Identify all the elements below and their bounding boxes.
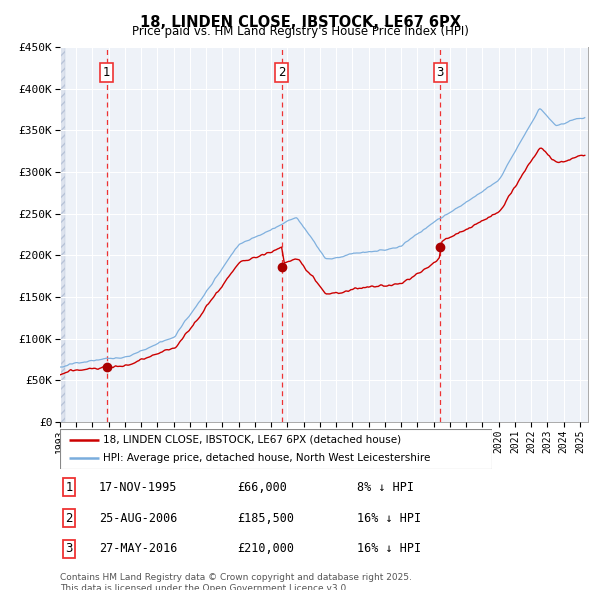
Text: 1: 1 — [65, 481, 73, 494]
Text: HPI: Average price, detached house, North West Leicestershire: HPI: Average price, detached house, Nort… — [103, 453, 431, 463]
Text: £185,500: £185,500 — [237, 512, 294, 525]
Text: 8% ↓ HPI: 8% ↓ HPI — [357, 481, 414, 494]
Text: 18, LINDEN CLOSE, IBSTOCK, LE67 6PX: 18, LINDEN CLOSE, IBSTOCK, LE67 6PX — [139, 15, 461, 30]
Text: 3: 3 — [65, 542, 73, 555]
Text: 2: 2 — [278, 65, 286, 78]
Text: Contains HM Land Registry data © Crown copyright and database right 2025.
This d: Contains HM Land Registry data © Crown c… — [60, 573, 412, 590]
Text: 16% ↓ HPI: 16% ↓ HPI — [357, 512, 421, 525]
Bar — [60, 47, 65, 422]
Text: £66,000: £66,000 — [237, 481, 287, 494]
Text: 2: 2 — [65, 512, 73, 525]
Text: Price paid vs. HM Land Registry's House Price Index (HPI): Price paid vs. HM Land Registry's House … — [131, 25, 469, 38]
Text: 17-NOV-1995: 17-NOV-1995 — [99, 481, 178, 494]
Text: 27-MAY-2016: 27-MAY-2016 — [99, 542, 178, 555]
Text: 16% ↓ HPI: 16% ↓ HPI — [357, 542, 421, 555]
Text: 3: 3 — [437, 65, 444, 78]
Text: 25-AUG-2006: 25-AUG-2006 — [99, 512, 178, 525]
Text: 1: 1 — [103, 65, 110, 78]
Bar — [60, 47, 65, 422]
Text: £210,000: £210,000 — [237, 542, 294, 555]
Text: 18, LINDEN CLOSE, IBSTOCK, LE67 6PX (detached house): 18, LINDEN CLOSE, IBSTOCK, LE67 6PX (det… — [103, 435, 401, 445]
